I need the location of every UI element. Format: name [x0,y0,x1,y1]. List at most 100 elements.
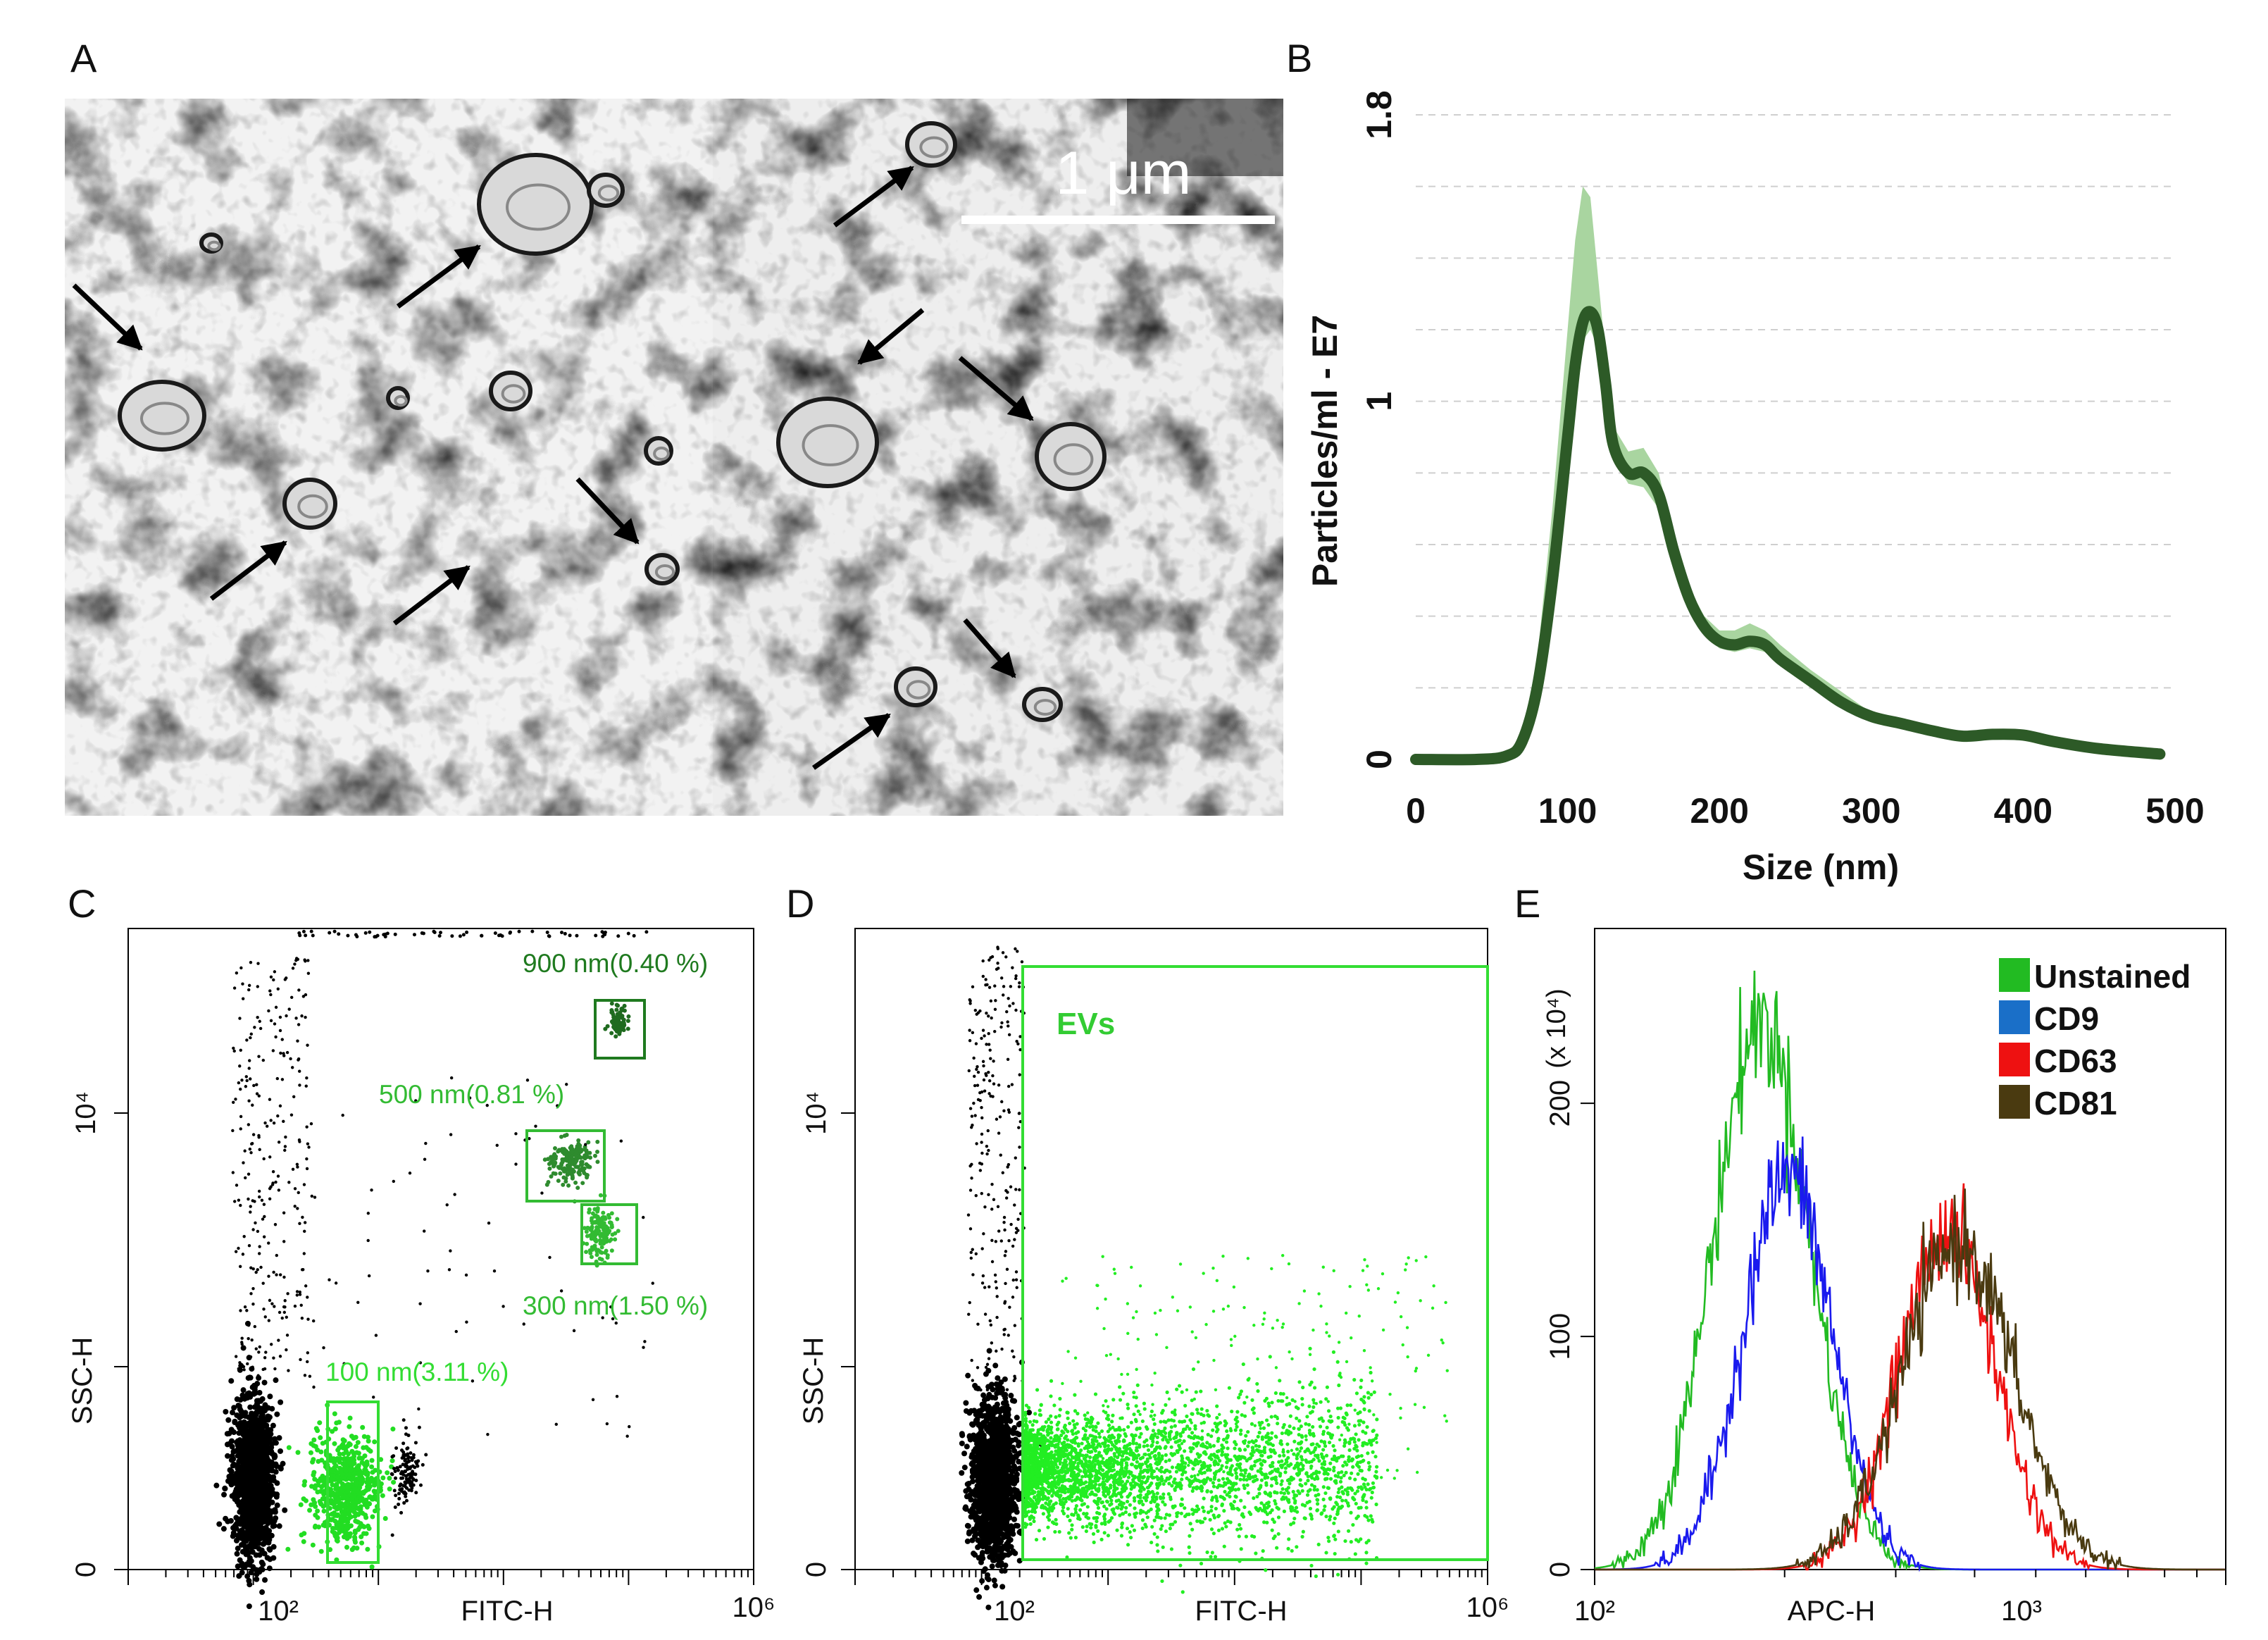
c-dot [547,1166,552,1171]
d-dot [1169,1425,1173,1429]
d-dot [980,1518,987,1524]
arrow [392,565,471,626]
c-gate-label-100: 100 nm(3.11 %) [325,1358,509,1386]
c-dot [609,1305,613,1309]
c-dot [372,1482,378,1488]
d-dot [1335,1360,1340,1364]
c-dot [569,1155,574,1160]
c-dot [277,1338,280,1342]
c-dot [370,1470,375,1475]
c-dot [347,1492,353,1498]
c-dot [263,1215,266,1219]
c-dot [285,1348,288,1352]
c-dot [610,1019,615,1024]
c-dot [607,1229,612,1234]
c-dot [330,1468,335,1474]
d-dot [1282,1453,1286,1458]
c-dot [330,1482,335,1488]
c-dot [268,1448,275,1455]
c-dot [232,1420,238,1426]
c-dot [259,1265,263,1269]
c-dot [254,1576,260,1582]
d-dot [1199,1389,1203,1393]
c-dot [613,1034,618,1039]
d-dot [994,1401,1000,1408]
c-dot [254,1529,261,1536]
d-dot [986,1348,992,1354]
c-dot [585,1175,590,1180]
d-dot [1004,1464,1011,1470]
c-dot [461,933,466,937]
c-dot [249,1545,255,1551]
c-dot [247,1438,253,1444]
c-dot [559,1134,563,1139]
c-dot [267,1514,273,1520]
c-dot [372,1439,378,1445]
c-dot [254,1400,260,1407]
c-dot [300,1014,304,1018]
c-dot [334,1420,339,1426]
c-dots [213,929,654,1610]
c-dot [595,1229,600,1234]
c-dot [296,1039,299,1043]
c-x-axis-label: FITC-H [461,1596,553,1627]
c-dot [297,1023,301,1026]
c-dot [272,1509,278,1515]
c-dot [395,1466,399,1470]
panel-d: D EVs 10² 10⁶ FITC-H SSC-H 0 10⁴ [786,881,1509,1627]
c-dot [272,978,275,982]
c-dot [247,1172,251,1176]
c-dot [311,1470,317,1475]
c-dot [499,933,503,937]
d-dot [1002,1563,1009,1569]
c-dot [256,1374,260,1377]
c-dot [609,1211,614,1216]
c-dot [364,1479,370,1485]
d-dot [1341,1464,1345,1468]
c-dot [302,1183,306,1186]
c-dot [449,1249,452,1253]
d-dot [1001,1392,1007,1398]
c-dot [400,1456,404,1460]
c-dot [344,1485,349,1491]
c-dot [230,1410,236,1416]
c-dot [594,1253,599,1257]
c-dot [276,1435,282,1441]
c-dot [295,1293,299,1297]
c-dot [249,1210,252,1214]
d-dot [978,1436,985,1442]
vesicle-inner [802,424,859,466]
c-dot [651,1281,654,1285]
b-mean-line [1410,306,2166,766]
d-dot [1042,1536,1047,1541]
d-dot [967,1492,973,1498]
c-dot [257,1136,261,1139]
c-dot [599,1250,604,1255]
d-dot [1006,1510,1012,1517]
c-dot [403,1480,407,1484]
c-dot [421,931,425,936]
c-dot [273,1223,278,1226]
d-dot [986,1545,992,1551]
c-dot [602,1240,606,1245]
c-dot [328,1455,334,1461]
c-dot [387,1486,392,1492]
c-dot [597,1238,602,1243]
c-dot [626,1014,631,1019]
c-dot [257,1094,261,1098]
c-dot [621,1021,625,1026]
d-dot [1183,1449,1187,1453]
d-dot [1357,1438,1361,1442]
c-dot [565,1155,570,1160]
c-dot [301,929,306,933]
c-dot [261,1379,268,1386]
c-dot [311,933,315,938]
c-dot [573,1180,578,1185]
c-dot [321,1508,327,1514]
d-dot [1002,1443,1009,1449]
d-dot [965,1523,971,1529]
c-dot [249,1355,253,1359]
c-gate-label-300: 300 nm(1.50 %) [523,1291,708,1320]
c-dot [261,1475,267,1481]
d-dot [964,1538,971,1544]
